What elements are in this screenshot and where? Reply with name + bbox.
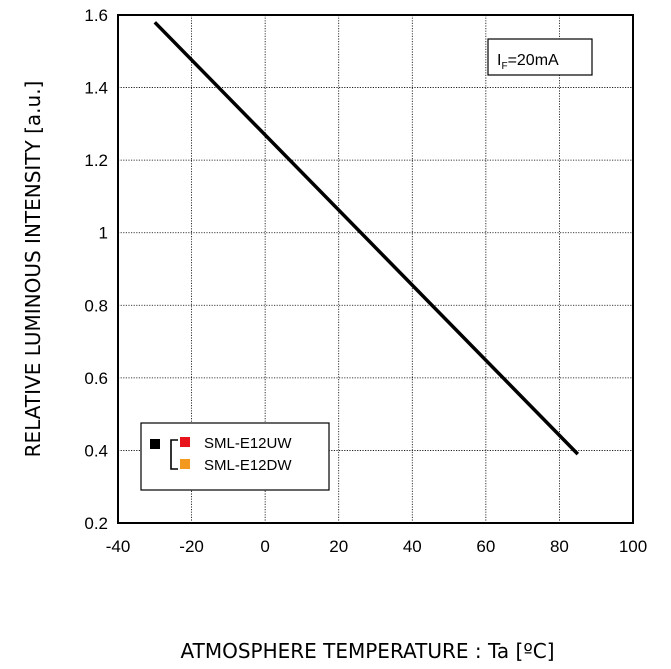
y-tick-label: 0.2 <box>84 514 108 533</box>
plot-frame <box>117 14 634 524</box>
y-tick-label: 0.4 <box>84 441 108 460</box>
x-tick-label: -20 <box>179 537 204 556</box>
x-axis-title: ATMOSPHERE TEMPERATURE : Ta [ºC] <box>180 639 554 663</box>
condition-sub: F <box>501 61 507 72</box>
legend-swatch-orange <box>180 459 190 469</box>
series-line <box>153 21 580 456</box>
legend-black-swatch <box>150 439 160 449</box>
legend-frame <box>140 422 330 491</box>
condition-box: IF=20mA <box>487 38 593 76</box>
x-tick-label: -40 <box>106 537 131 556</box>
x-tick-label: 100 <box>619 537 647 556</box>
condition-rest: =20mA <box>508 52 559 69</box>
grid <box>118 15 633 523</box>
tick-labels: -40 -20 0 20 40 60 80 100 0.2 0.4 0.6 0.8 1 1.2 1.4 1.6 <box>84 6 647 556</box>
x-tick-label: 20 <box>329 537 348 556</box>
legend-bracket <box>170 439 178 470</box>
legend-label-0: SML-E12UW <box>204 435 292 452</box>
legend-swatch-red <box>180 437 190 447</box>
x-tick-label: 0 <box>260 537 269 556</box>
x-tick-label: 40 <box>403 537 422 556</box>
condition-main: I <box>497 52 501 69</box>
y-tick-label: 1.4 <box>84 79 108 98</box>
x-tick-label: 80 <box>550 537 569 556</box>
series-layer <box>153 21 580 456</box>
y-axis-title: RELATIVE LUMINOUS INTENSITY [a.u.] <box>21 81 45 458</box>
legend: SML-E12UW SML-E12DW <box>140 422 330 491</box>
condition-label: IF=20mA <box>497 52 559 72</box>
condition-frame <box>487 38 593 76</box>
y-tick-label: 1 <box>99 224 108 243</box>
y-tick-label: 0.6 <box>84 369 108 388</box>
y-tick-label: 1.2 <box>84 151 108 170</box>
x-tick-label: 60 <box>476 537 495 556</box>
y-tick-label: 0.8 <box>84 296 108 315</box>
legend-label-1: SML-E12DW <box>204 457 292 474</box>
y-tick-label: 1.6 <box>84 6 108 25</box>
